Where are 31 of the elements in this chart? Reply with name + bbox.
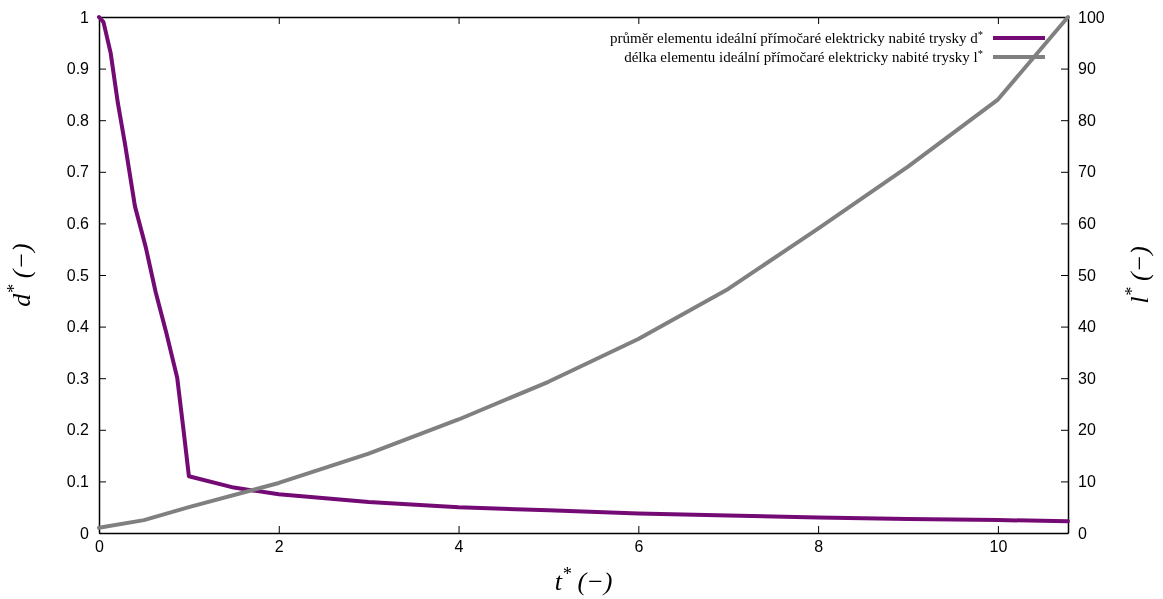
y2-tick-label: 50 — [1078, 266, 1096, 284]
y-tick-label: 0 — [80, 524, 90, 542]
y-tick-label: 0.2 — [66, 421, 90, 439]
x-tick-label: 10 — [989, 538, 1008, 556]
y2-tick-label: 20 — [1078, 421, 1096, 439]
x-tick-label: 6 — [634, 538, 644, 556]
y-tick-label: 0.3 — [66, 369, 90, 387]
y-tick-label: 0.9 — [66, 60, 90, 78]
x-tick-label: 0 — [95, 538, 105, 556]
x-axis-title: t$^{*}$ (−) — [554, 564, 613, 596]
y2-tick-label: 30 — [1078, 369, 1096, 387]
y-tick-label: 0.1 — [66, 473, 90, 491]
x-tick-label: 4 — [454, 538, 464, 556]
y2-tick-label: 70 — [1078, 163, 1096, 181]
legend-label: průměr elementu ideální přímočaré elektricky nabité trysky d$^{*}$ — [609, 28, 983, 46]
y-tick-label: 0.6 — [66, 215, 90, 233]
legend-label: délka elementu ideální přímočaré elektricky nabité trysky l$^{*}$ — [624, 47, 983, 65]
x-tick-label: 2 — [274, 538, 284, 556]
y-tick-label: 0.7 — [66, 163, 90, 181]
y-tick-label: 1 — [80, 8, 90, 26]
y2-tick-label: 0 — [1078, 524, 1087, 542]
x-tick-label: 8 — [814, 538, 824, 556]
y2-tick-label: 10 — [1078, 473, 1096, 491]
y-tick-label: 0.8 — [66, 111, 90, 129]
y2-tick-label: 80 — [1078, 111, 1096, 129]
y2-tick-label: 90 — [1078, 60, 1096, 78]
y-tick-label: 0.4 — [66, 318, 90, 336]
y2-tick-label: 60 — [1078, 215, 1096, 233]
y2-tick-label: 100 — [1078, 8, 1105, 26]
y2-tick-label: 40 — [1078, 318, 1096, 336]
y-tick-label: 0.5 — [66, 266, 90, 284]
